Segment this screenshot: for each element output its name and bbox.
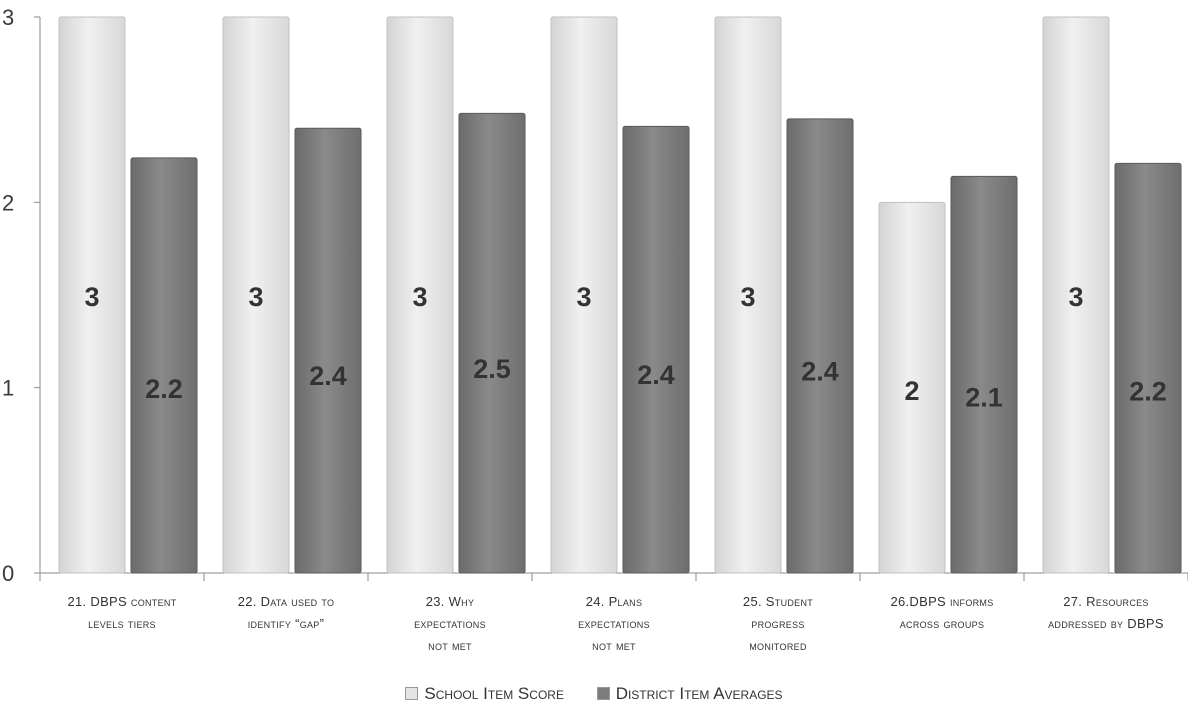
data-label-district-average: 2.4	[309, 361, 347, 391]
data-label-school-score: 3	[412, 282, 427, 312]
data-label-district-average: 2.4	[801, 357, 839, 387]
data-label-school-score: 3	[1068, 282, 1083, 312]
x-category-label: 23. Why expectations not met	[414, 594, 486, 653]
data-label-district-average: 2.4	[637, 360, 675, 390]
x-category-label: 21. DBPS content levels tiers	[68, 594, 177, 631]
bar-school-score	[714, 16, 782, 574]
x-category-label: 24. Plans expectations not met	[578, 594, 650, 653]
legend-swatch-school	[405, 687, 419, 700]
x-category-label-line: not met	[592, 638, 636, 653]
bar-school-score	[878, 201, 946, 574]
x-category-label-line: addressed by DBPS	[1048, 616, 1164, 631]
data-label-school-score: 3	[576, 282, 591, 312]
x-category-label-line: 27. Resources	[1063, 594, 1148, 609]
bar-district-average	[130, 157, 198, 574]
x-category-label: 22. Data used to identify “gap”	[238, 594, 335, 631]
bar-school-score	[222, 16, 290, 574]
chart-bars	[58, 16, 1182, 574]
x-category-label-line: expectations	[578, 616, 650, 631]
x-category-label-line: expectations	[414, 616, 486, 631]
x-category-label-line: not met	[428, 638, 472, 653]
bar-school-score	[386, 16, 454, 574]
x-category-label-line: 22. Data used to	[238, 594, 335, 609]
y-tick-label: 1	[2, 376, 14, 401]
bar-district-average	[622, 125, 690, 574]
data-label-school-score: 3	[248, 282, 263, 312]
legend-label-school: School Item Score	[424, 684, 564, 703]
y-tick-label: 0	[2, 561, 14, 586]
bar-school-score	[550, 16, 618, 574]
bar-school-score	[58, 16, 126, 574]
x-category-label-line: levels tiers	[88, 616, 156, 631]
x-category-label-line: 21. DBPS content	[68, 594, 177, 609]
bar-district-average	[786, 118, 854, 574]
x-category-label-line: 25. Student	[743, 594, 813, 609]
data-label-district-average: 2.2	[1129, 377, 1167, 407]
x-category-label-line: monitored	[749, 638, 807, 653]
data-label-school-score: 3	[740, 282, 755, 312]
x-category-label-line: progress	[751, 616, 804, 631]
data-label-school-score: 3	[84, 282, 99, 312]
y-tick-label: 3	[2, 5, 14, 30]
bar-school-score	[1042, 16, 1110, 574]
x-category-label-line: across groups	[900, 616, 985, 631]
legend-item-school: School Item Score	[405, 684, 564, 704]
x-category-label: 25. Student progress monitored	[743, 594, 813, 653]
data-label-district-average: 2.5	[473, 354, 511, 384]
y-tick-label: 2	[2, 190, 14, 215]
bar-district-average	[458, 112, 526, 574]
x-category-label-line: 23. Why	[426, 594, 475, 609]
x-category-label: 26.DBPS informs across groups	[890, 594, 993, 631]
chart-legend: School Item Score District Item Averages	[0, 684, 1188, 704]
x-category-label-line: 26.DBPS informs	[890, 594, 993, 609]
data-label-district-average: 2.2	[145, 374, 183, 404]
bar-district-average	[294, 127, 362, 574]
x-category-label-line: identify “gap”	[248, 616, 324, 631]
legend-item-district: District Item Averages	[596, 684, 783, 704]
data-label-school-score: 2	[904, 376, 919, 406]
data-label-district-average: 2.1	[965, 383, 1003, 413]
bar-district-average	[1114, 162, 1182, 574]
bar-district-average	[950, 175, 1018, 574]
x-category-label-line: 24. Plans	[586, 594, 643, 609]
x-category-label: 27. Resources addressed by DBPS	[1048, 594, 1164, 631]
legend-label-district: District Item Averages	[615, 684, 783, 703]
chart-labels: 21. DBPS content levels tiers 22. Data use…	[68, 282, 1167, 653]
legend-swatch-district	[596, 687, 610, 700]
